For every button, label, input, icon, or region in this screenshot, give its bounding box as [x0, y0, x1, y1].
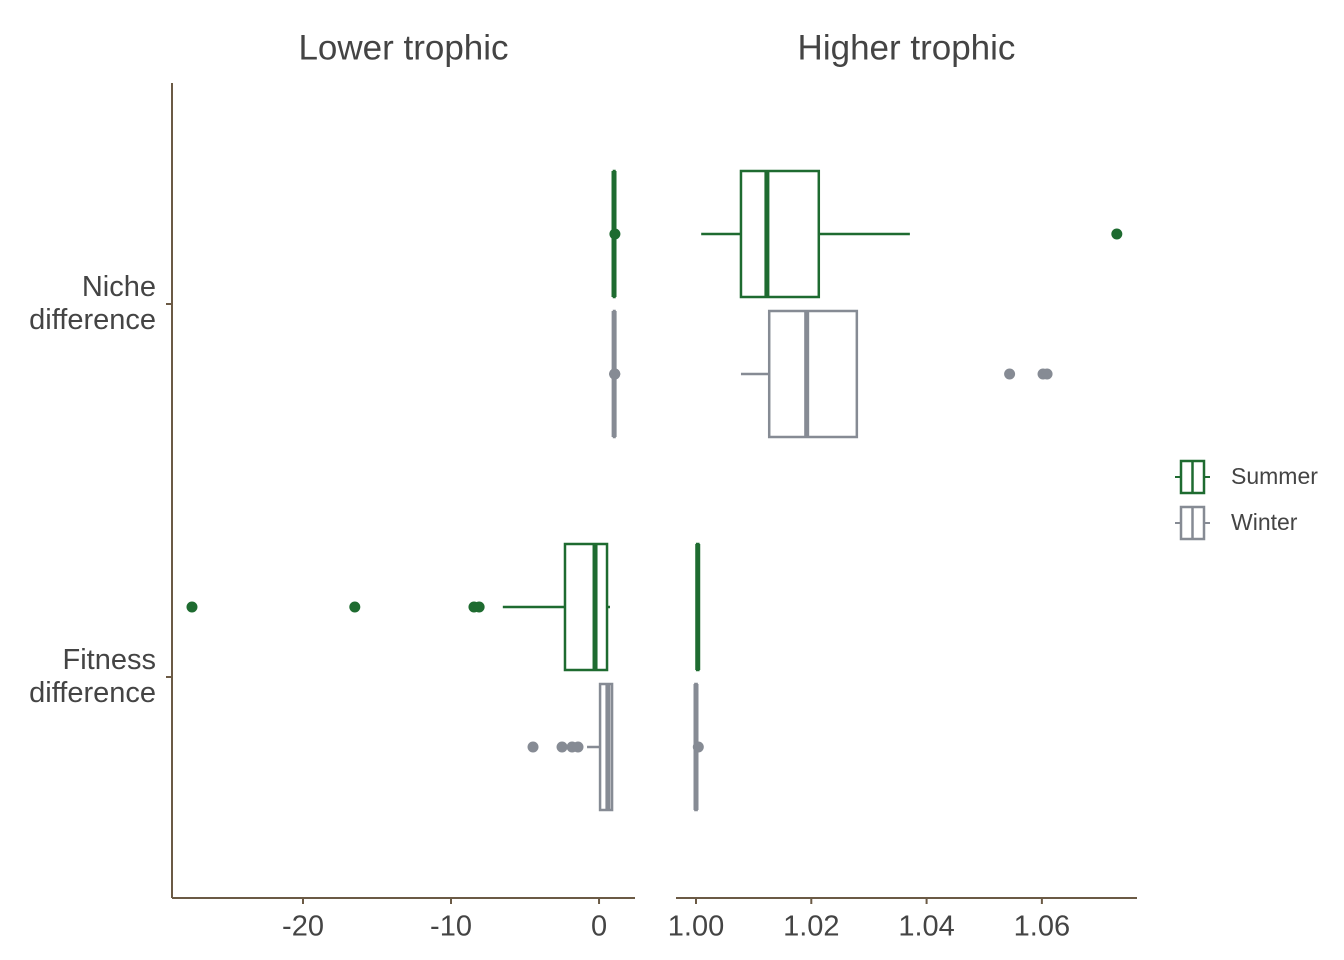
x-tick-label: -10	[430, 911, 472, 943]
x-tick-label: 1.00	[668, 911, 724, 943]
outlier	[692, 741, 704, 753]
legend-label: Winter	[1231, 509, 1298, 535]
box	[767, 309, 859, 439]
outlier	[1111, 228, 1123, 240]
x-tick-label: -20	[282, 911, 324, 943]
outlier	[186, 601, 198, 613]
outlier	[473, 601, 485, 613]
x-tick-label: 1.06	[1014, 911, 1070, 943]
x-tick-label: 1.02	[783, 911, 839, 943]
box	[739, 169, 821, 299]
outlier	[527, 741, 539, 753]
y-tick-label: Fitness difference	[29, 644, 156, 709]
outlier	[1004, 368, 1016, 380]
legend-label: Summer	[1231, 463, 1318, 489]
outlier	[556, 741, 568, 753]
facet-title: Lower trophic	[298, 28, 508, 67]
outlier	[349, 601, 361, 613]
outlier	[609, 368, 621, 380]
outlier	[572, 741, 584, 753]
box	[563, 542, 609, 672]
outlier	[1041, 368, 1053, 380]
x-tick-label: 0	[591, 911, 607, 943]
y-tick-label: Niche difference	[29, 271, 156, 336]
x-tick-label: 1.04	[898, 911, 954, 943]
outlier	[609, 228, 621, 240]
facet-title: Higher trophic	[798, 28, 1016, 67]
